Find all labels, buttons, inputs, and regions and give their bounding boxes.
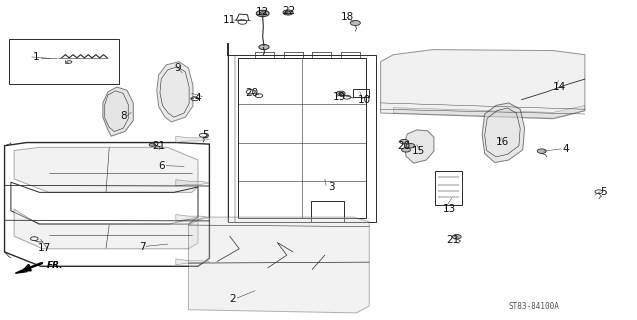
Text: 1: 1 [33,52,39,62]
Polygon shape [482,103,525,163]
Circle shape [259,44,269,50]
Circle shape [537,149,546,153]
Text: 14: 14 [553,82,566,92]
Text: 11: 11 [223,15,236,25]
Polygon shape [176,259,210,265]
Polygon shape [176,215,210,221]
Text: 5: 5 [203,130,209,140]
Text: 10: 10 [358,95,371,105]
Text: 4: 4 [195,93,201,103]
Circle shape [399,140,408,144]
Polygon shape [381,50,585,119]
Polygon shape [14,209,198,249]
Polygon shape [176,136,210,142]
Text: 21: 21 [152,141,165,151]
Polygon shape [15,267,29,273]
Text: 9: 9 [175,63,181,73]
Text: 2: 2 [229,294,236,304]
Text: 6: 6 [158,161,164,171]
Text: 5: 5 [601,187,607,197]
Text: 16: 16 [496,137,509,147]
Polygon shape [404,130,434,163]
Text: 17: 17 [38,243,51,253]
Polygon shape [393,105,585,118]
Polygon shape [176,180,210,186]
Circle shape [256,10,269,17]
Circle shape [336,91,345,96]
Text: 15: 15 [412,146,426,156]
Circle shape [149,143,155,146]
Polygon shape [157,62,193,122]
Text: 22: 22 [282,6,296,16]
Text: ST83-84100A: ST83-84100A [509,302,560,311]
Circle shape [283,10,293,15]
Circle shape [401,148,410,152]
Text: 19: 19 [333,92,346,101]
Circle shape [452,235,461,239]
Text: 3: 3 [328,182,334,192]
Text: 8: 8 [120,111,127,121]
Text: 21: 21 [447,235,459,245]
Text: FR.: FR. [47,261,64,270]
Polygon shape [14,147,198,192]
Text: 4: 4 [562,144,569,154]
Text: 20: 20 [397,141,411,151]
Polygon shape [189,217,369,313]
Text: 12: 12 [256,6,269,17]
Circle shape [350,20,361,26]
Text: 18: 18 [340,12,354,22]
Text: 7: 7 [139,242,145,252]
Circle shape [406,143,415,148]
Polygon shape [103,87,133,136]
Text: 13: 13 [443,204,456,214]
Text: 20: 20 [245,88,259,98]
